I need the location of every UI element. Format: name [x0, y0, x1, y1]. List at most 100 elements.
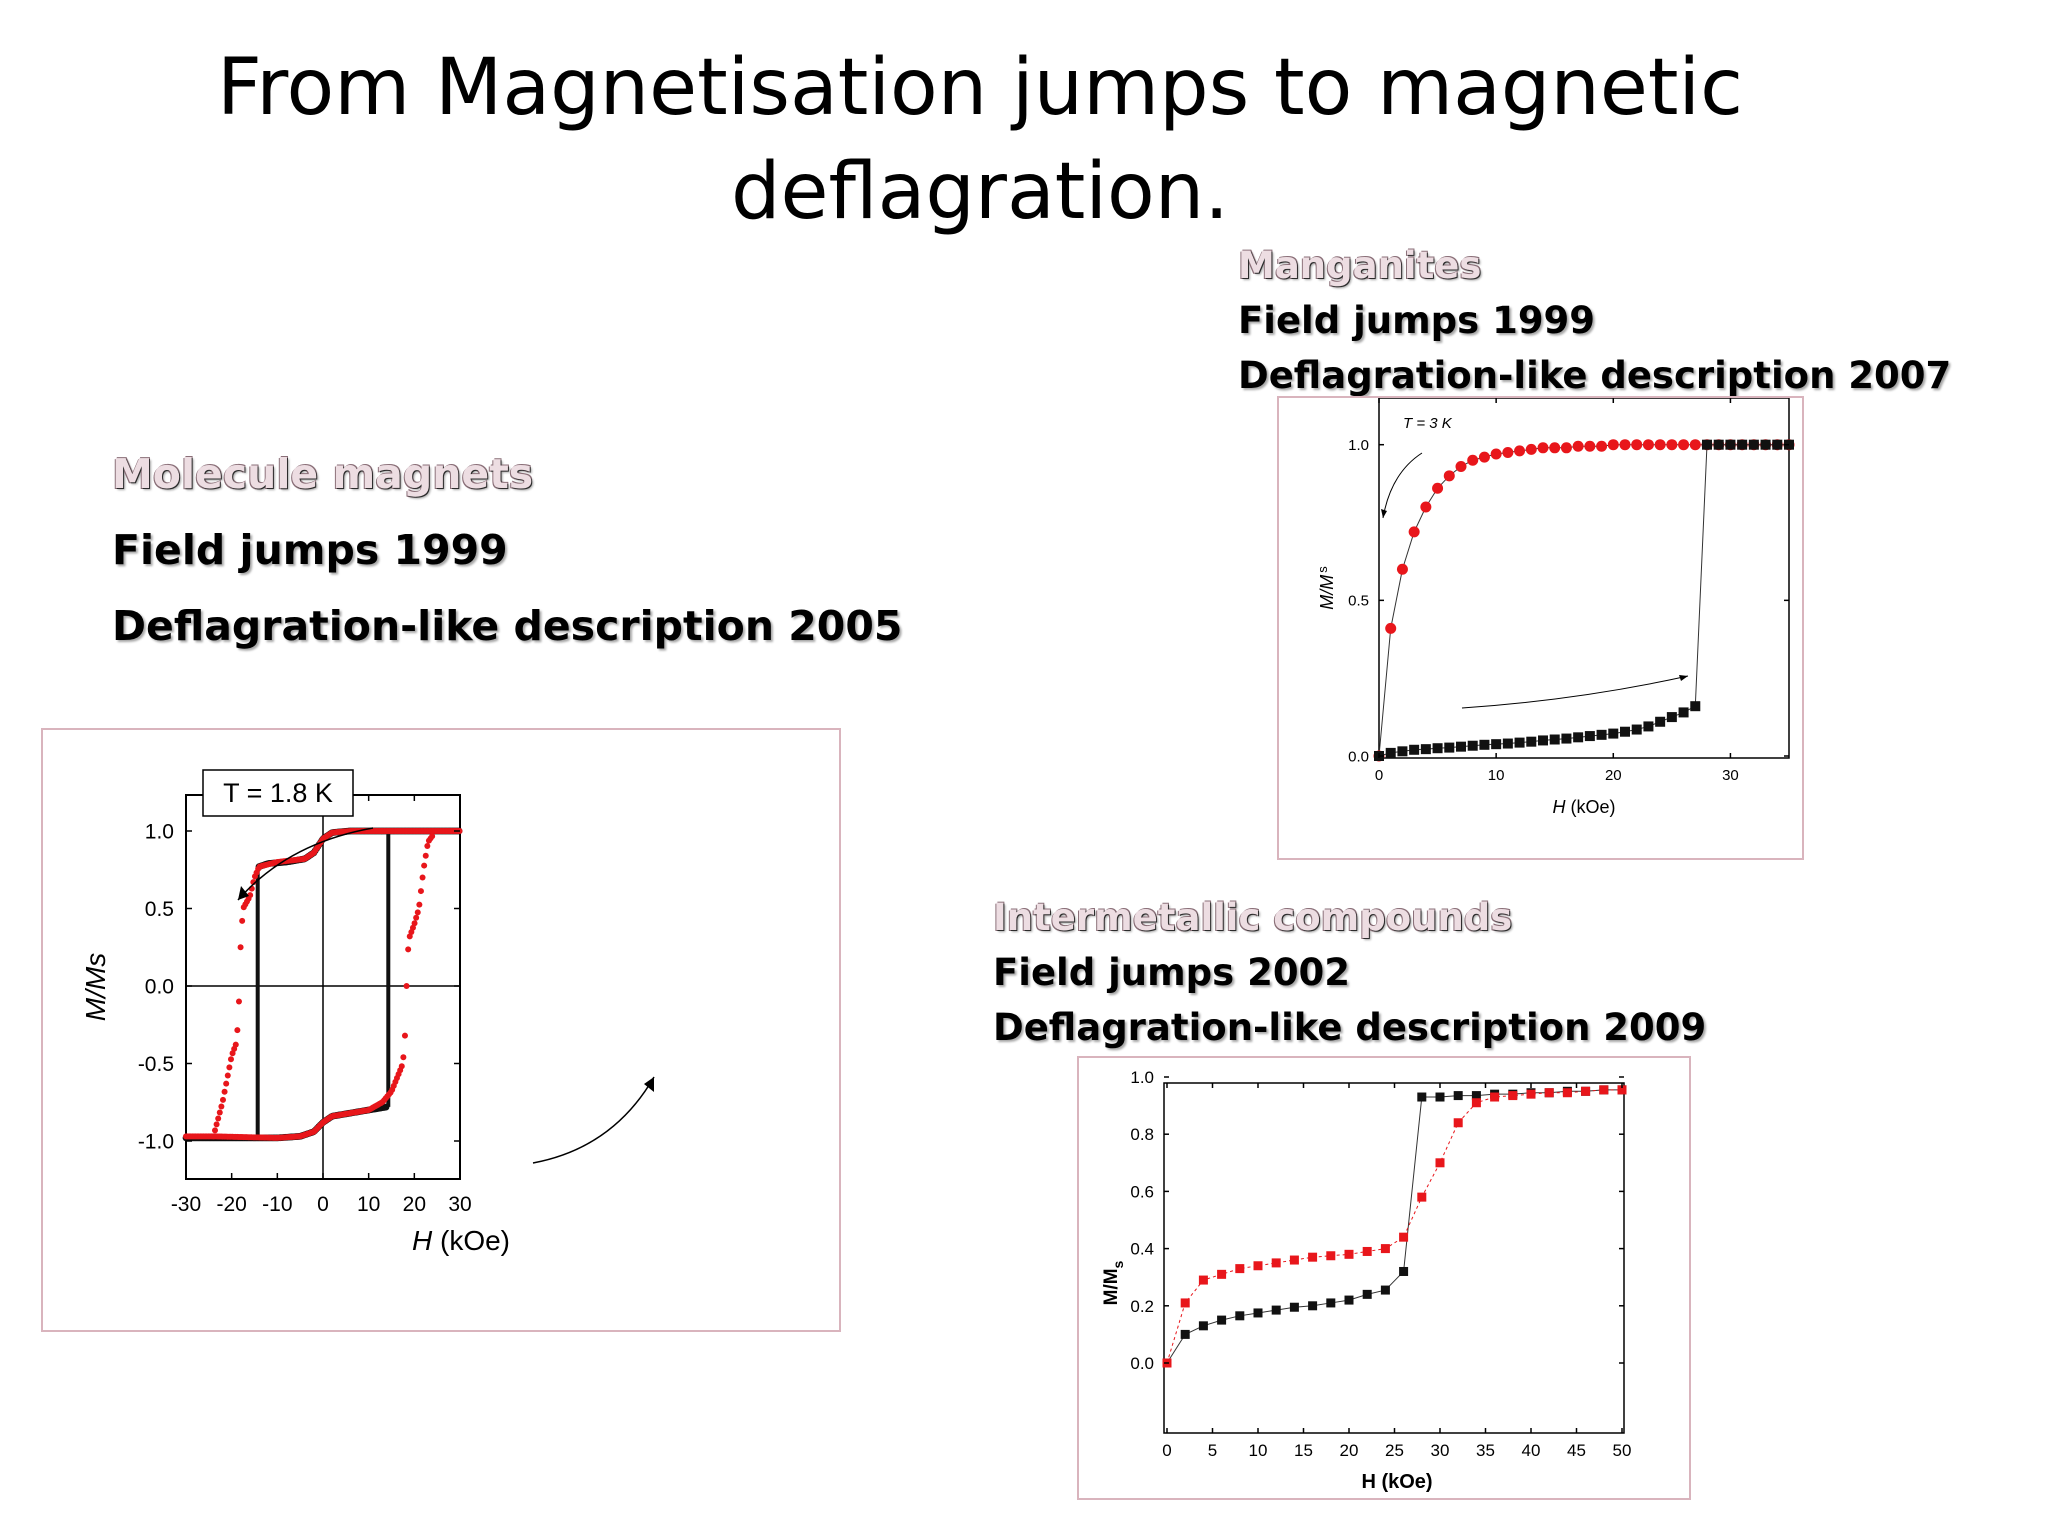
manganites-section: Manganites Field jumps 1999 Deflagration… [1238, 238, 1951, 403]
black-point [1417, 1092, 1427, 1102]
red-point [1396, 563, 1408, 575]
x-tick-label: 45 [1567, 1441, 1586, 1460]
red-point [1666, 439, 1678, 451]
arrow-sweep-down-head [238, 886, 249, 900]
red-upper-point [219, 1096, 226, 1103]
molecule-magnets-heading: Molecule magnets [112, 450, 534, 498]
x-tick-label: 0 [317, 1193, 329, 1216]
black-point [1479, 739, 1490, 750]
black-point [1702, 439, 1712, 450]
red-point [1326, 1251, 1336, 1261]
red-point [1467, 454, 1479, 466]
black-point [1471, 1091, 1481, 1101]
black-point [1538, 735, 1548, 746]
red-point [1562, 1088, 1572, 1098]
y-tick-label: 1.0 [1130, 1068, 1154, 1087]
red-upper-point [224, 1072, 231, 1079]
x-tick-label: 40 [1522, 1441, 1541, 1460]
red-upper-point [226, 1064, 233, 1071]
red-lower-point [414, 909, 421, 916]
y-tick-label: 1.0 [145, 820, 174, 843]
black-point [1217, 1315, 1227, 1325]
red-lower-point [416, 901, 423, 908]
red-lower-point [421, 862, 428, 869]
manganites-deflagration: Deflagration-like description 2007 [1238, 354, 1952, 397]
x-tick-label: 30 [1431, 1441, 1450, 1460]
black-point [1596, 729, 1607, 740]
black-point [1399, 1266, 1409, 1276]
black-point [1526, 736, 1537, 747]
x-tick-label: 10 [357, 1193, 380, 1216]
red-upper-point [235, 998, 242, 1005]
y-tick-label: 1.0 [1348, 437, 1369, 454]
red-point [1560, 442, 1572, 454]
black-point [1772, 439, 1783, 450]
black-point [1453, 1091, 1463, 1101]
x-tick-label: -20 [216, 1193, 246, 1216]
x-tick-label: 0 [1162, 1441, 1171, 1460]
black-point [1491, 739, 1502, 750]
x-tick-label: 15 [1294, 1441, 1313, 1460]
temperature-annotation: T = 1.8 K [223, 778, 333, 808]
black-series-line [1166, 1089, 1622, 1364]
red-lower-point [419, 874, 426, 881]
black-point [1608, 728, 1619, 739]
red-point [1271, 1258, 1281, 1268]
y-tick-label: 0.0 [1130, 1354, 1154, 1373]
black-point [1502, 738, 1513, 749]
red-point [1217, 1269, 1227, 1279]
black-point [1344, 1295, 1354, 1305]
red-point [1471, 1098, 1481, 1108]
red-point [1678, 439, 1690, 451]
red-point [1198, 1275, 1208, 1285]
title-line-1: From Magnetisation jumps to magnetic [217, 43, 1743, 133]
title-line-2: deflagration. [730, 147, 1229, 237]
red-series-line [1166, 1089, 1622, 1364]
red-upper-point [221, 1088, 228, 1095]
red-lower-point [398, 1063, 405, 1070]
x-tick-label: 10 [1488, 767, 1505, 784]
red-point [1508, 1091, 1518, 1101]
red-lower-point [424, 843, 431, 850]
y-axis-label: M/Ms [1315, 566, 1337, 610]
manganites-chart: 0 10 20 30 0.0 0.5 1.0 T = 3 K H (kOe) M/Ms [1315, 397, 1795, 817]
x-tick-label: 35 [1476, 1441, 1495, 1460]
black-point [1397, 746, 1408, 757]
x-tick-label: -10 [262, 1193, 292, 1216]
y-tick-label: 0.6 [1130, 1182, 1154, 1201]
molecule-magnets-figure: -30 -20 -10 0 10 20 30 1.0 0.5 0.0 -0.5 -1.0 T = 1.… [41, 728, 841, 1332]
red-point [1435, 1158, 1445, 1168]
arrow-sweep-down [237, 827, 374, 901]
red-lower-point [405, 946, 412, 953]
molecule-field-jumps: Field jumps 1999 [112, 526, 508, 574]
red-point [1549, 442, 1561, 454]
red-point [1235, 1264, 1245, 1274]
red-upper-point [211, 1127, 218, 1134]
intermetallic-figure: 0 5 10 15 20 25 30 35 40 45 50 0.0 0.2 0.4 0.6 0.8 1.0 H… [1077, 1056, 1691, 1500]
red-point [1420, 501, 1432, 513]
x-tick-label: 25 [1385, 1441, 1404, 1460]
red-point [1380, 1244, 1390, 1254]
red-upper-point [213, 1121, 220, 1128]
arrow-sweep-down [1382, 452, 1423, 519]
red-upper-point [239, 917, 246, 924]
red-lower-point [422, 852, 429, 859]
x-tick-label: 20 [403, 1193, 426, 1216]
red-point [1617, 1085, 1627, 1095]
black-point [1253, 1308, 1263, 1318]
red-upper-point [237, 944, 244, 951]
red-point [1253, 1261, 1263, 1271]
black-point [1748, 439, 1759, 450]
intermetallic-section: Intermetallic compounds Field jumps 2002… [993, 890, 1706, 1055]
red-point [1642, 439, 1654, 451]
x-tick-label: 0 [1375, 767, 1383, 784]
red-point [1596, 440, 1608, 452]
black-point [1456, 741, 1466, 752]
black-point [1467, 740, 1478, 751]
black-point [1432, 743, 1443, 754]
red-upper-point [227, 1056, 234, 1063]
black-point [1308, 1301, 1318, 1311]
black-point [1198, 1321, 1208, 1331]
red-lower-point [403, 983, 410, 989]
manganites-heading: Manganites [1238, 244, 1482, 287]
